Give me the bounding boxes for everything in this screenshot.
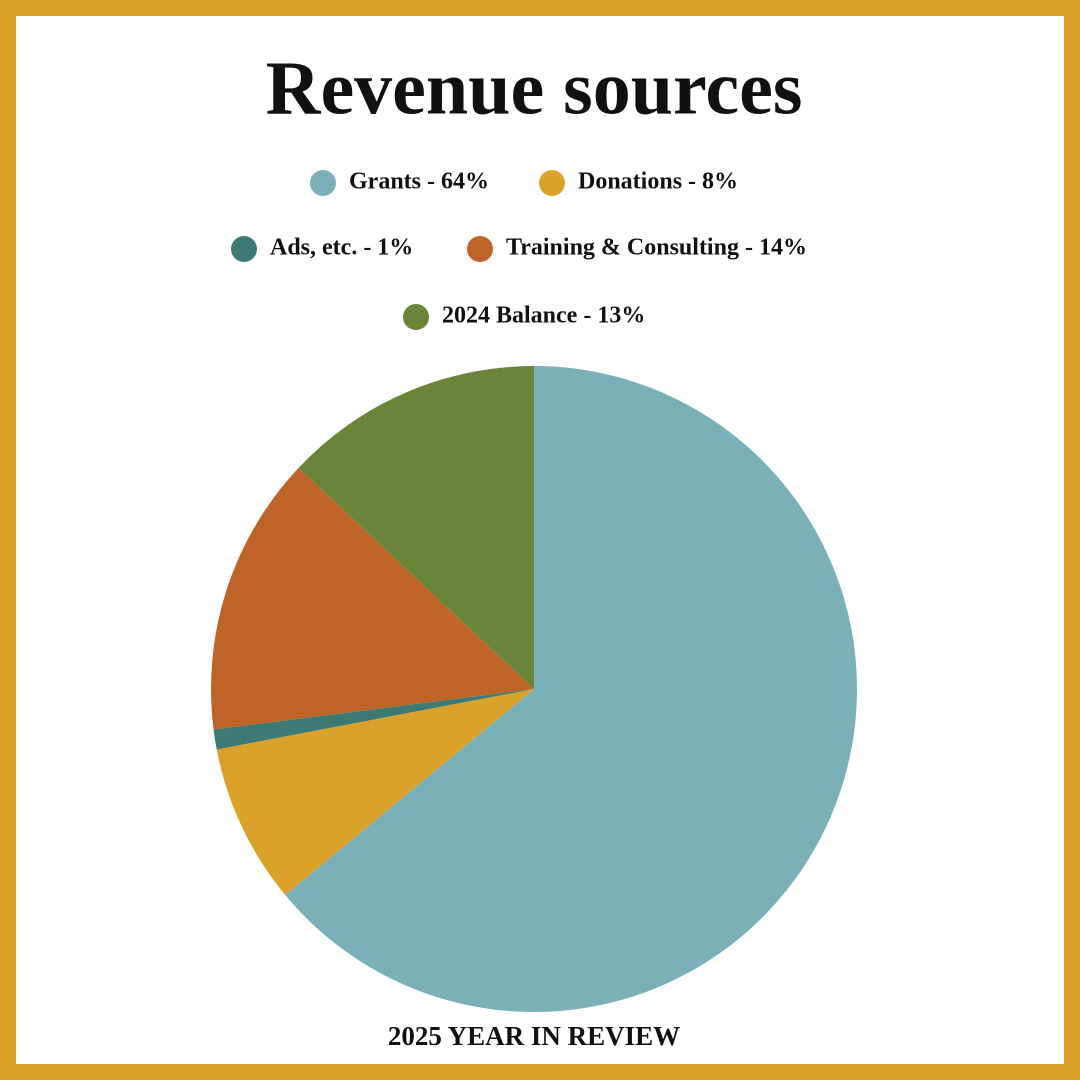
pie-slice — [213, 689, 535, 750]
pie-slice — [298, 366, 534, 689]
legend-label: Ads, etc. - 1% — [270, 235, 413, 261]
legend-swatch — [467, 236, 493, 262]
legend-label: 2024 Balance - 13% — [442, 303, 645, 329]
pie-slice — [210, 467, 534, 730]
legend-label: Donations - 8% — [578, 169, 738, 195]
pie-slice — [285, 366, 857, 1012]
legend-label: Grants - 64% — [349, 169, 489, 195]
legend-swatch — [403, 304, 429, 330]
pie-slice — [216, 689, 534, 895]
chart-title: Revenue sources — [266, 46, 803, 130]
legend-swatch — [539, 170, 565, 196]
legend-swatch — [310, 170, 336, 196]
legend-swatch — [231, 236, 257, 262]
caption: 2025 YEAR IN REVIEW — [388, 1021, 680, 1051]
legend-label: Training & Consulting - 14% — [506, 235, 807, 261]
